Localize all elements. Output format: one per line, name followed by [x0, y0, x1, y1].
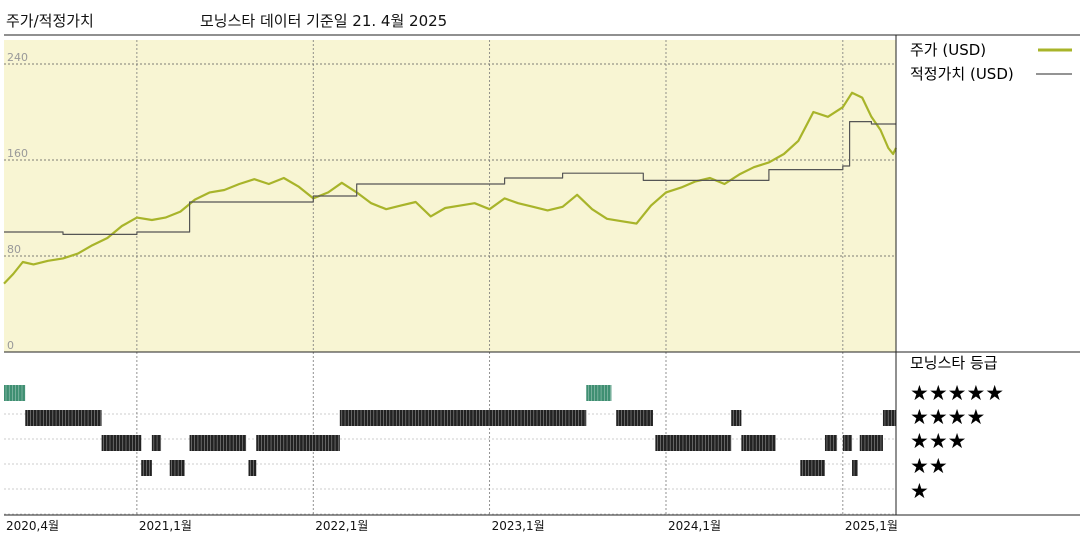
x-tick-3: 2023,1월	[492, 519, 545, 533]
rating-bars	[4, 385, 896, 476]
rating-1-star: ★	[910, 479, 929, 503]
rating-bar-8	[256, 435, 340, 451]
rating-bar-0	[4, 385, 26, 401]
rating-5-stars: ★★★★★	[910, 381, 1004, 405]
x-tick-2: 2022,1월	[315, 519, 368, 533]
rating-bar-14	[741, 435, 776, 451]
rating-bar-10	[586, 385, 612, 401]
rating-4-stars: ★★★★	[910, 405, 985, 429]
rating-bar-7	[248, 460, 257, 476]
rating-bar-12	[655, 435, 732, 451]
rating-bar-5	[169, 460, 185, 476]
rating-bar-4	[151, 435, 162, 451]
rating-bar-16	[824, 435, 838, 451]
rating-bar-20	[882, 410, 896, 426]
y-tick-80: 80	[7, 243, 21, 256]
rating-bar-1	[25, 410, 102, 426]
chart-subtitle: 모닝스타 데이터 기준일 21. 4월 2025	[200, 12, 448, 30]
x-tick-0: 2020,4월	[6, 519, 59, 533]
grid-layer	[4, 40, 896, 515]
x-tick-4: 2024,1월	[668, 519, 721, 533]
rating-bar-13	[731, 410, 742, 426]
y-tick-160: 160	[7, 147, 28, 160]
rating-bar-15	[800, 460, 825, 476]
rating-bar-18	[852, 460, 858, 476]
y-tick-240: 240	[7, 51, 28, 64]
rating-bar-9	[339, 410, 587, 426]
plot-background	[4, 40, 896, 352]
x-tick-1: 2021,1월	[139, 519, 192, 533]
legend-price-label: 주가 (USD)	[910, 41, 986, 59]
legend-fair-value-label: 적정가치 (USD)	[910, 65, 1014, 83]
x-tick-labels: 2020,4월 2021,1월 2022,1월 2023,1월 2024,1월 2025,…	[6, 519, 898, 533]
rating-bar-19	[859, 435, 883, 451]
legend-rating-title: 모닝스타 등급	[910, 354, 998, 372]
rating-3-stars: ★★★	[910, 429, 966, 453]
series-price-line	[3, 91, 897, 285]
series-fair_value-line	[4, 120, 896, 235]
rating-bar-11	[616, 410, 653, 426]
chart-title: 주가/적정가치	[6, 12, 94, 30]
series-lines	[3, 91, 897, 285]
rating-bar-2	[101, 435, 142, 451]
rating-2-stars: ★★	[910, 454, 948, 478]
y-tick-0: 0	[7, 339, 14, 352]
rating-bar-6	[189, 435, 247, 451]
rating-bar-17	[842, 435, 853, 451]
x-tick-5: 2025,1월	[845, 519, 898, 533]
y-tick-labels: 0 80 160 240	[7, 51, 28, 352]
rating-bar-3	[141, 460, 152, 476]
